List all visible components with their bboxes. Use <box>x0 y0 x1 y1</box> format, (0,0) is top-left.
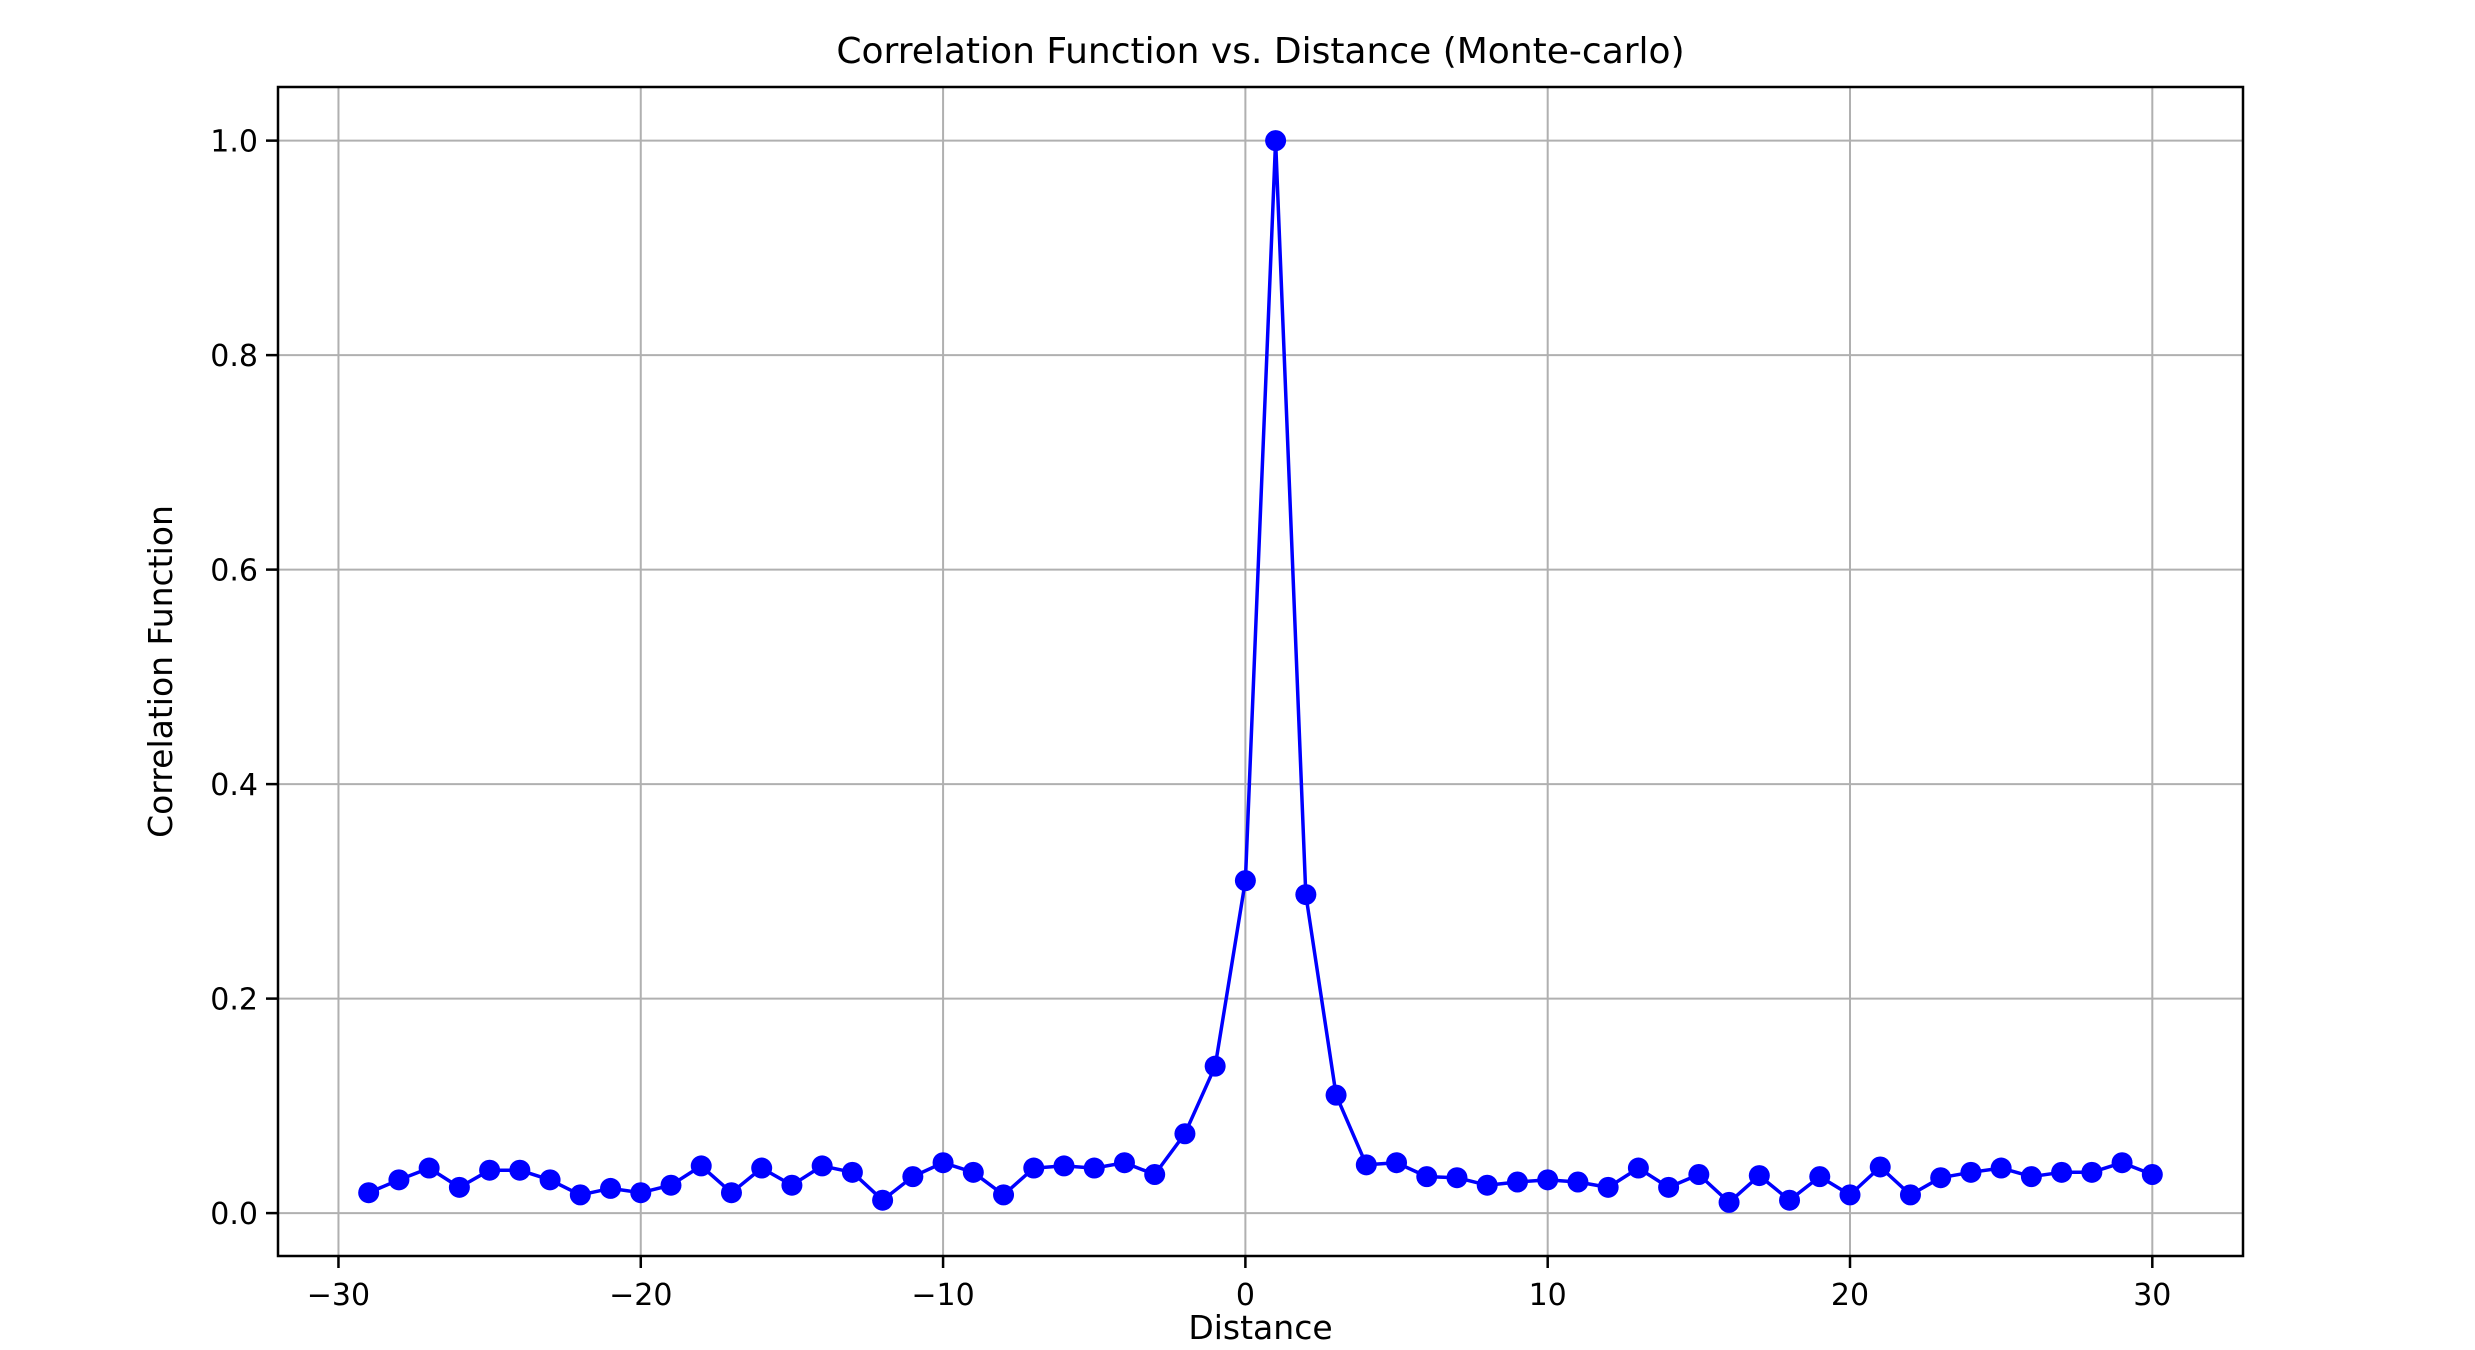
data-point <box>751 1157 773 1179</box>
data-point <box>539 1169 561 1191</box>
y-axis-label: Correlation Function <box>141 505 180 838</box>
data-point <box>1355 1154 1377 1176</box>
data-point <box>993 1184 1015 1206</box>
y-tick-label: 1.0 <box>210 125 258 160</box>
data-point <box>448 1176 470 1198</box>
data-point <box>2141 1163 2163 1185</box>
y-tick-label: 0.2 <box>210 983 258 1018</box>
x-tick-label: −10 <box>911 1278 974 1313</box>
x-axis-label: Distance <box>1188 1308 1332 1347</box>
data-point <box>388 1169 410 1191</box>
data-point <box>1083 1157 1105 1179</box>
data-point <box>2081 1161 2103 1183</box>
data-point <box>902 1166 924 1188</box>
data-point <box>841 1161 863 1183</box>
data-point <box>358 1182 380 1204</box>
data-point <box>630 1182 652 1204</box>
data-point <box>1688 1163 1710 1185</box>
data-point <box>1204 1055 1226 1077</box>
data-point <box>569 1184 591 1206</box>
data-point <box>1658 1176 1680 1198</box>
data-point <box>1053 1155 1075 1177</box>
data-point <box>479 1159 501 1181</box>
data-point <box>1537 1169 1559 1191</box>
data-point <box>2020 1166 2042 1188</box>
data-point <box>1174 1123 1196 1145</box>
data-point <box>1113 1152 1135 1174</box>
y-tick-label: 0.0 <box>210 1197 258 1232</box>
data-point <box>509 1159 531 1181</box>
data-point <box>1990 1157 2012 1179</box>
data-point <box>600 1177 622 1199</box>
x-tick-label: 30 <box>2133 1278 2171 1313</box>
data-point <box>418 1157 440 1179</box>
data-point <box>1234 870 1256 892</box>
data-point <box>1869 1156 1891 1178</box>
data-point <box>1839 1184 1861 1206</box>
data-point <box>2111 1152 2133 1174</box>
x-tick-label: −30 <box>307 1278 370 1313</box>
plot-frame <box>276 85 2245 1258</box>
grid-lines <box>278 87 2243 1256</box>
series-correlation <box>358 130 2163 1213</box>
data-point <box>1416 1166 1438 1188</box>
data-point <box>1748 1165 1770 1187</box>
data-point <box>1567 1171 1589 1193</box>
y-tick-label: 0.4 <box>210 768 258 803</box>
data-point <box>1476 1174 1498 1196</box>
data-point <box>1295 884 1317 906</box>
data-point <box>1930 1167 1952 1189</box>
data-point <box>1809 1166 1831 1188</box>
data-point <box>962 1161 984 1183</box>
data-point <box>781 1174 803 1196</box>
data-point <box>2051 1161 2073 1183</box>
x-tick-label: 10 <box>1529 1278 1567 1313</box>
data-point <box>1386 1152 1408 1174</box>
data-point <box>1506 1171 1528 1193</box>
data-point <box>1325 1084 1347 1106</box>
axis-ticks: −30 −20 −10 0 10 20 30 0.0 0.2 0.4 0.6 0.8 1.0 <box>210 125 2171 1313</box>
data-point <box>1779 1189 1801 1211</box>
x-tick-label: −20 <box>609 1278 672 1313</box>
data-point <box>932 1152 954 1174</box>
data-point <box>1023 1157 1045 1179</box>
data-point <box>660 1174 682 1196</box>
y-tick-label: 0.8 <box>210 339 258 374</box>
x-tick-label: 0 <box>1236 1278 1255 1313</box>
x-tick-label: 20 <box>1831 1278 1869 1313</box>
y-tick-label: 0.6 <box>210 554 258 589</box>
data-point <box>1265 130 1287 152</box>
data-point <box>690 1155 712 1177</box>
data-point <box>1960 1161 1982 1183</box>
data-point <box>1144 1163 1166 1185</box>
data-point <box>720 1182 742 1204</box>
data-point <box>811 1155 833 1177</box>
chart-title: Correlation Function vs. Distance (Monte… <box>836 31 1684 72</box>
data-point <box>1446 1167 1468 1189</box>
data-point <box>1718 1191 1740 1213</box>
data-point <box>1627 1157 1649 1179</box>
data-point <box>872 1189 894 1211</box>
data-point <box>1899 1184 1921 1206</box>
data-point <box>1597 1176 1619 1198</box>
